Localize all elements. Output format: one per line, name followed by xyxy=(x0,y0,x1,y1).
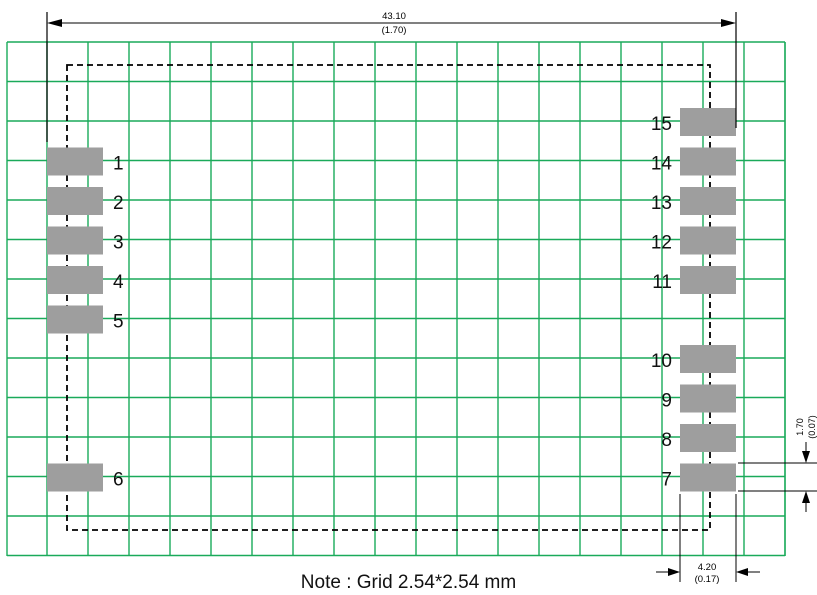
pad-width-inch: (0.17) xyxy=(695,574,720,585)
pad-11 xyxy=(680,266,736,294)
pad-label-4: 4 xyxy=(113,272,124,293)
pad-height-dimension: 1.70 (0.07) xyxy=(738,415,817,512)
pad-1 xyxy=(47,147,103,176)
pad-label-13: 13 xyxy=(651,193,672,214)
pad-10 xyxy=(680,345,736,373)
pad-label-9: 9 xyxy=(661,391,672,412)
pad-label-7: 7 xyxy=(661,470,672,491)
pad-6 xyxy=(47,463,103,492)
grid-note: Note : Grid 2.54*2.54 mm xyxy=(300,572,517,593)
pad-label-14: 14 xyxy=(651,154,673,175)
pad-14 xyxy=(680,147,736,176)
pad-2 xyxy=(47,187,103,215)
width-dimension-inch: (1.70) xyxy=(382,25,407,36)
pad-12 xyxy=(680,226,736,255)
pad-label-11: 11 xyxy=(652,272,672,293)
width-dimension-mm: 43.10 xyxy=(382,11,406,22)
pad-label-3: 3 xyxy=(113,233,124,254)
grid xyxy=(6,41,786,557)
pad-4 xyxy=(47,266,103,294)
pad-7 xyxy=(680,463,736,492)
pad-label-5: 5 xyxy=(113,312,124,333)
module-outline xyxy=(66,64,711,531)
pad-label-2: 2 xyxy=(113,193,124,214)
width-dimension: 43.10 (1.70) xyxy=(46,11,737,142)
pad-label-12: 12 xyxy=(651,233,672,254)
pad-9 xyxy=(680,384,736,413)
pad-label-15: 15 xyxy=(651,114,672,135)
pad-5 xyxy=(47,305,103,334)
pad-label-8: 8 xyxy=(661,430,672,451)
pad-label-10: 10 xyxy=(651,351,672,372)
pad-label-1: 1 xyxy=(113,154,124,175)
pad-8 xyxy=(680,424,736,452)
pad-height-inch: (0.07) xyxy=(807,415,817,439)
pad-width-mm: 4.20 xyxy=(698,562,717,573)
pad-width-dimension: 4.20 (0.17) xyxy=(656,494,760,585)
pad-label-6: 6 xyxy=(113,470,124,491)
pad-3 xyxy=(47,226,103,255)
pad-15 xyxy=(680,108,736,136)
pad-13 xyxy=(680,187,736,215)
pad-height-mm: 1.70 xyxy=(795,418,805,436)
